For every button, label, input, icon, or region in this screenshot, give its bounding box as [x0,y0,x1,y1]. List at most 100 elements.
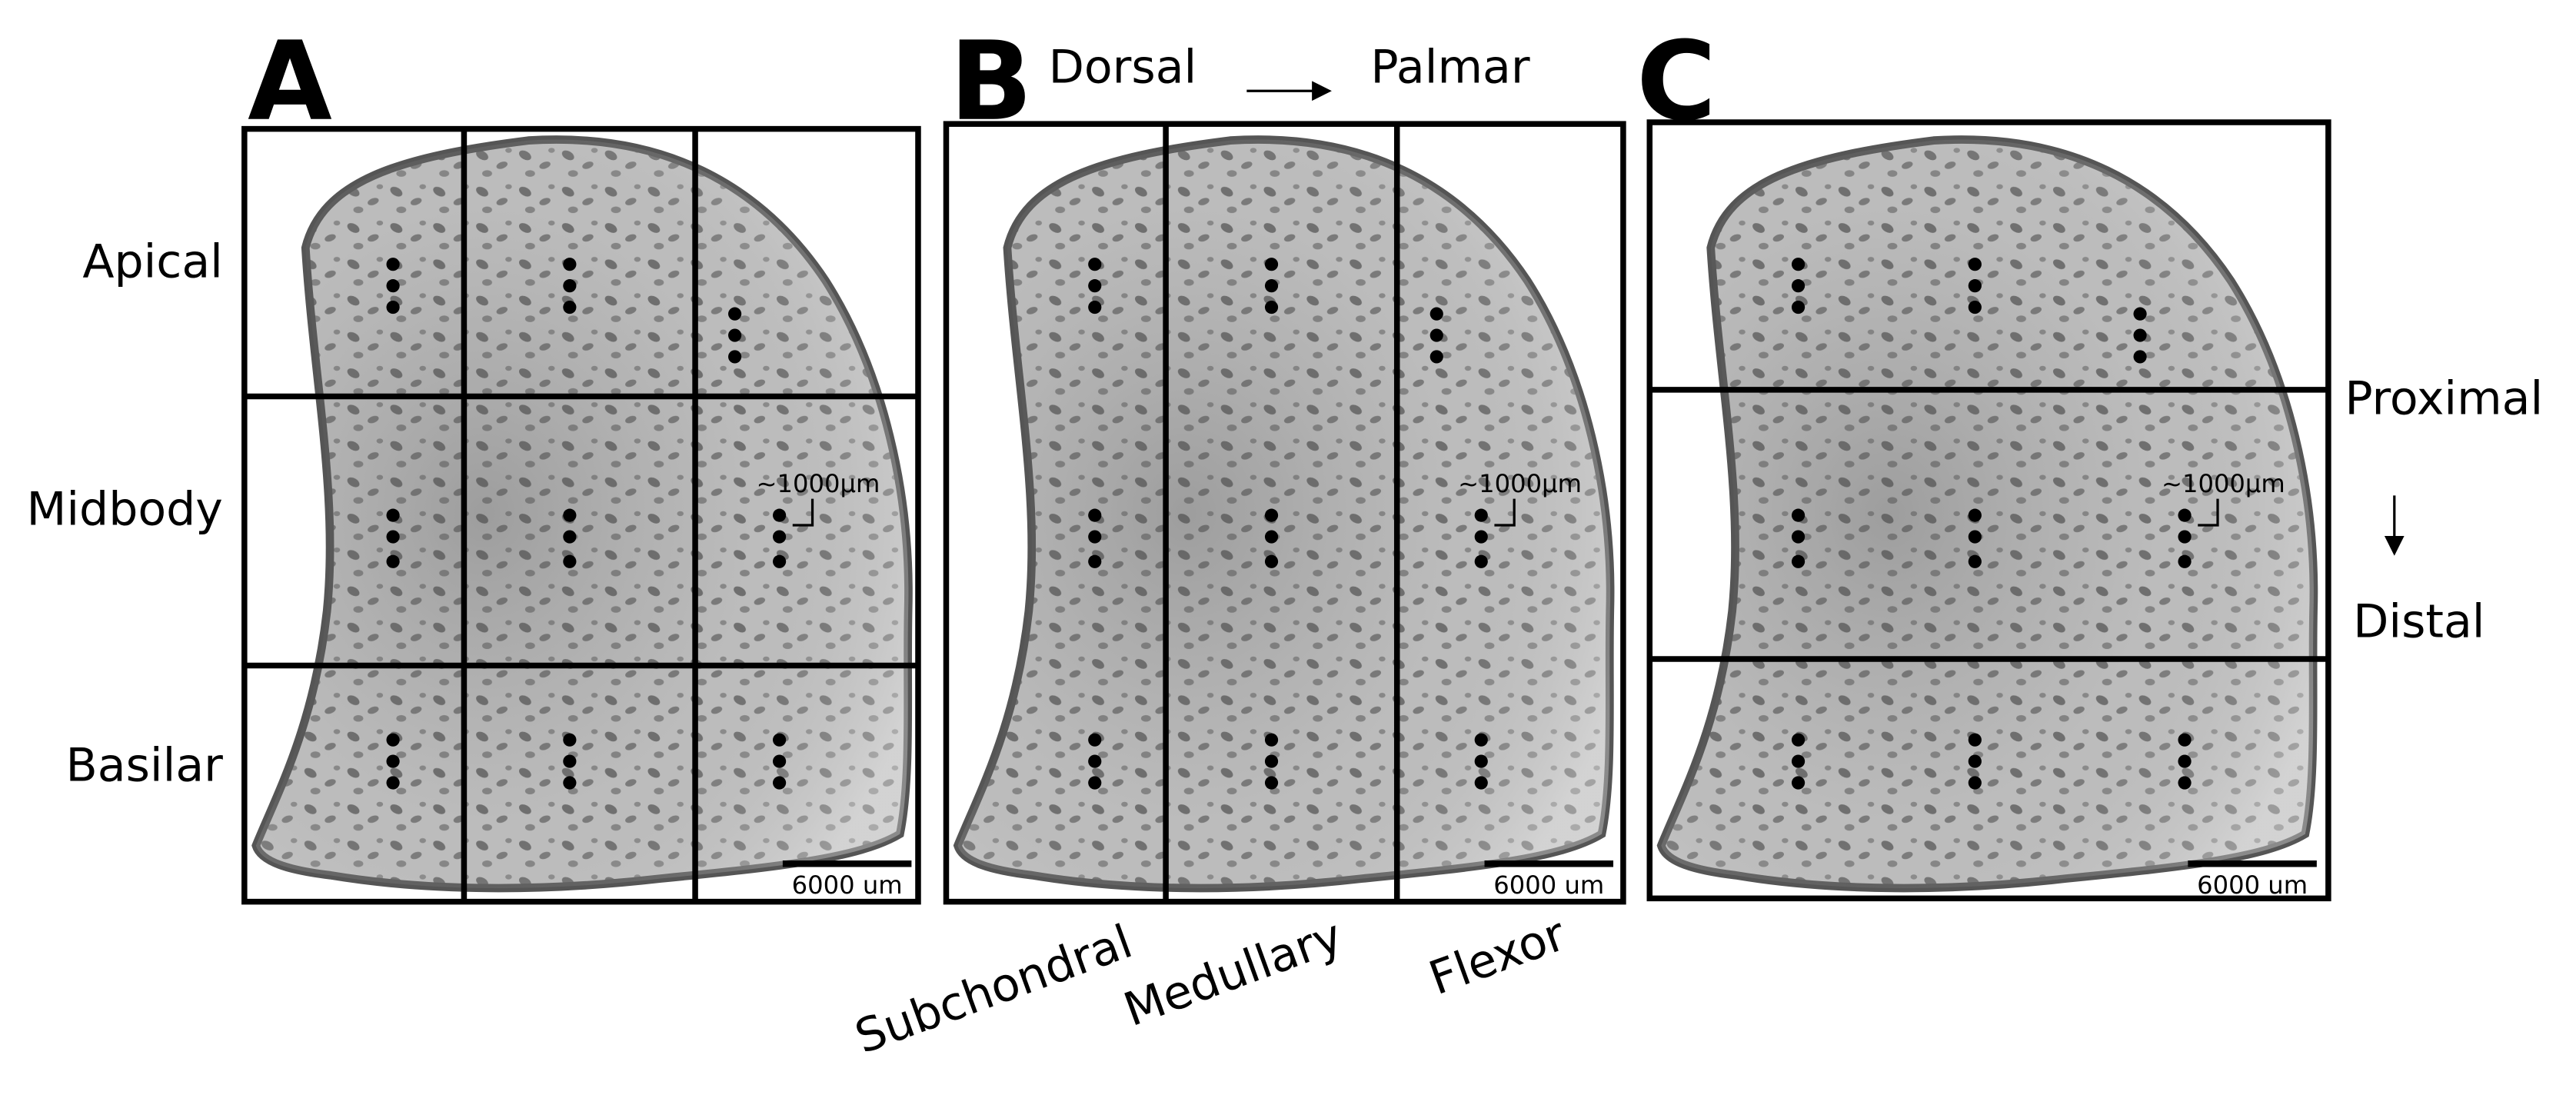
sample-dot [386,754,400,768]
sample-dot [1264,508,1279,522]
sample-dot [1968,300,1982,315]
bone-shade [255,139,909,888]
sample-dot [2178,733,2192,747]
column-label: Flexor [1423,907,1573,1006]
spacing-label: ~1000µm [2162,469,2285,498]
sample-dot [1968,508,1982,522]
panel: ~1000µm 6000 um B [943,18,1626,905]
sample-dot [1791,300,1806,315]
sample-dot [386,530,400,544]
sample-dot [1968,776,1982,790]
sample-dot [1088,300,1102,315]
sample-dot [728,350,742,364]
sample-dot [2178,754,2192,768]
sample-dot [2133,350,2147,364]
sample-dot [1264,554,1279,568]
panel-letter: A [248,18,332,145]
sample-dot [1088,754,1102,768]
spacing-bracket [792,498,814,527]
row-label: Basilar [66,738,224,792]
sample-dot [1264,754,1279,768]
sample-dot [1968,530,1982,544]
sample-dot [773,776,787,790]
sample-dot [1088,733,1102,747]
sample-dot [1264,530,1279,544]
sample-dot [1791,508,1806,522]
sample-dot [1088,258,1102,271]
sample-dot [1088,508,1102,522]
sample-dot [1429,350,1443,364]
sample-dot [1968,258,1982,271]
sample-dot [563,776,577,790]
sample-dot [1088,554,1102,568]
sample-dot [563,258,577,271]
sample-dot [1088,530,1102,544]
sample-dot [1264,733,1279,747]
sample-dot [563,279,577,293]
sample-dot [563,300,577,315]
sample-dot [1968,554,1982,568]
sample-dot [386,776,400,790]
sample-dot [2178,776,2192,790]
sample-dot [563,530,577,544]
sample-dot [386,279,400,293]
bone-image: ~1000µm 6000 um [1656,135,2318,900]
region-box [241,125,921,905]
sample-dot [1791,733,1806,747]
sample-dot [728,307,742,321]
sample-dot [1791,554,1806,568]
sample-dot [1088,279,1102,293]
spacing-label: ~1000µm [757,469,880,498]
bone-image: ~1000µm 6000 um [251,135,913,900]
sample-dot [1429,328,1443,342]
bone-shade [957,139,1611,888]
sample-dot [1791,776,1806,790]
sample-dot [2178,530,2192,544]
sample-dot [1968,733,1982,747]
spacing-bracket [2198,498,2219,527]
sample-dot [1474,530,1488,544]
sample-dot [773,530,787,544]
sample-dot [1264,279,1279,293]
column-label: Medullary [1117,909,1350,1037]
row-label: Midbody [27,482,223,536]
sample-dot [2178,508,2192,522]
scale-label: 6000 um [1493,870,1604,900]
side-to: Distal [2353,594,2484,648]
row-label: Apical [82,235,223,288]
direction-to: Palmar [1370,40,1529,94]
scale-label: 6000 um [792,870,903,900]
column-label: Subchondral [848,915,1139,1065]
panel: ~1000µm 6000 um A [241,18,921,905]
sample-dot [386,554,400,568]
sample-dot [2133,328,2147,342]
sample-dot [1791,530,1806,544]
sample-dot [563,754,577,768]
sample-dot [1791,258,1806,271]
sample-dot [1474,554,1488,568]
sample-dot [1088,776,1102,790]
panel: ~1000µm 6000 um C [1636,18,2331,902]
sample-dot [1474,776,1488,790]
sample-dot [1474,754,1488,768]
bone-shade [1661,139,2314,888]
sample-dot [728,328,742,342]
sample-dot [1474,508,1488,522]
bone-image: ~1000µm 6000 um [953,135,1615,900]
sample-dot [773,754,787,768]
sample-dot [386,300,400,315]
sample-dot [773,554,787,568]
sample-dot [386,733,400,747]
direction-from: Dorsal [1049,40,1197,94]
sample-dot [1791,754,1806,768]
sample-dot [1474,733,1488,747]
panel-letter: B [950,18,1033,145]
sample-dot [1429,307,1443,321]
spacing-bracket [1494,498,1516,527]
sample-dot [1264,776,1279,790]
panel-letter: C [1636,18,1716,145]
sample-dot [1968,279,1982,293]
sample-dot [563,733,577,747]
sample-dot [1791,279,1806,293]
